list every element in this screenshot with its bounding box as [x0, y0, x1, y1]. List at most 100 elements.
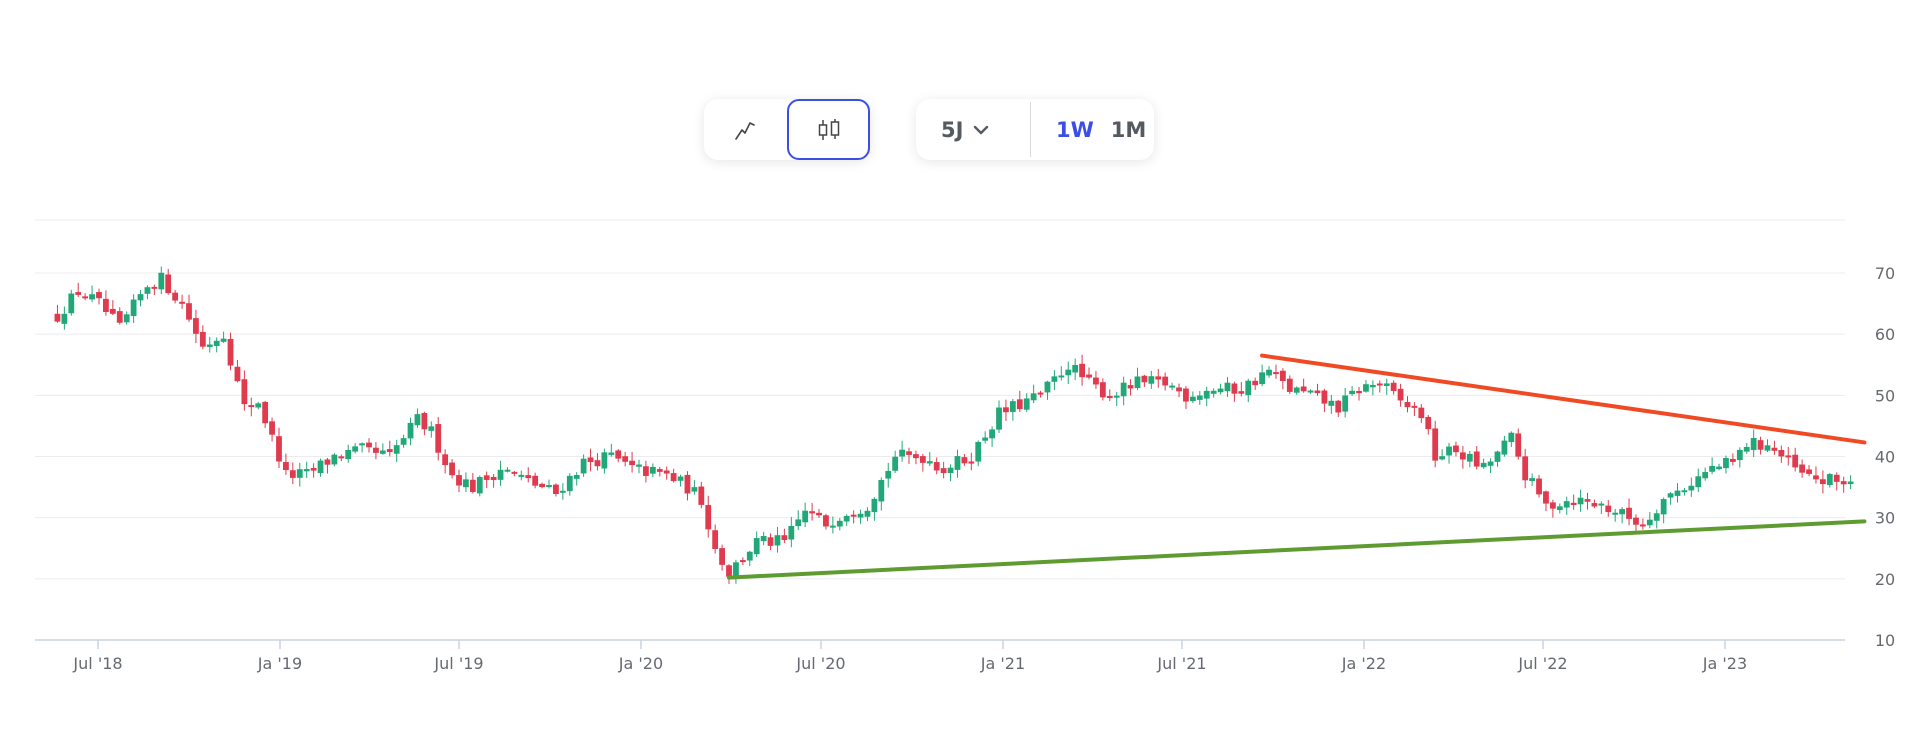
candle: [1688, 477, 1695, 497]
candle: [310, 463, 317, 478]
y-tick-label: 10: [1875, 631, 1895, 650]
candle: [1736, 447, 1743, 468]
candle: [1148, 370, 1155, 389]
candle: [1252, 377, 1259, 391]
candle: [338, 454, 345, 462]
candle: [255, 401, 262, 410]
candle: [1446, 442, 1452, 464]
range-dropdown[interactable]: 5J: [916, 99, 1004, 160]
candle: [816, 508, 822, 518]
candle: [1729, 453, 1736, 466]
candle: [1037, 390, 1044, 398]
x-tick-label: Ja '23: [1702, 654, 1747, 673]
candle: [1009, 398, 1016, 421]
candle: [1702, 467, 1709, 481]
candle: [1321, 388, 1328, 413]
candle: [144, 285, 151, 300]
candle: [663, 466, 670, 480]
candle: [1646, 511, 1653, 529]
candle: [795, 510, 802, 530]
candle: [1529, 473, 1536, 487]
candle: [1335, 399, 1342, 418]
candle: [1584, 492, 1591, 510]
candle: [767, 533, 774, 551]
candle: [324, 458, 331, 474]
candle: [601, 448, 608, 474]
candle: [643, 460, 649, 483]
candle: [1411, 402, 1418, 416]
candle: [331, 453, 338, 467]
candle: [241, 370, 248, 411]
candle: [919, 453, 926, 472]
candle: [1266, 366, 1272, 378]
candle: [109, 300, 116, 316]
candle: [1176, 383, 1182, 398]
candle: [546, 479, 552, 489]
candle: [656, 466, 663, 477]
candle: [483, 471, 490, 489]
candle: [172, 289, 179, 304]
candle: [476, 475, 483, 497]
x-tick-label: Jul '21: [1156, 654, 1206, 673]
candle: [566, 473, 573, 496]
candle: [726, 564, 732, 584]
candle: [1543, 490, 1549, 512]
candle: [1785, 446, 1792, 466]
candle: [386, 440, 393, 457]
candle: [1418, 404, 1425, 423]
line-chart-button[interactable]: [704, 99, 787, 160]
candle: [1612, 508, 1619, 522]
candle: [1113, 391, 1120, 407]
candle: [193, 309, 199, 344]
candle: [857, 509, 864, 524]
candle: [1016, 390, 1023, 413]
x-tick-label: Ja '20: [618, 654, 663, 673]
candle: [823, 513, 829, 530]
candle: [1245, 378, 1252, 403]
candle: [1674, 483, 1681, 503]
candle: [1106, 389, 1113, 402]
candle: [504, 467, 511, 473]
candle: [165, 268, 172, 295]
candle: [829, 516, 836, 534]
candle: [1522, 448, 1529, 489]
candle: [151, 284, 158, 296]
candle: [1072, 358, 1079, 381]
candle: [1162, 372, 1169, 391]
candle: [1141, 374, 1148, 387]
candle: [615, 449, 622, 463]
candlestick-chart-button[interactable]: [787, 99, 870, 160]
candle: [1549, 499, 1556, 518]
candle: [1778, 445, 1785, 463]
candle: [456, 469, 462, 493]
candle: [449, 458, 455, 479]
candle: [947, 464, 954, 482]
candle: [1224, 376, 1231, 397]
candle: [497, 460, 504, 486]
candle: [435, 417, 442, 461]
line-chart-icon: [734, 121, 755, 140]
candle: [982, 431, 989, 444]
candle: [1639, 518, 1646, 530]
candle: [213, 337, 220, 353]
candle: [234, 359, 241, 383]
candle: [636, 459, 642, 474]
candle: [359, 442, 365, 453]
candle: [1487, 458, 1494, 474]
candle: [1307, 389, 1314, 394]
candle: [1750, 429, 1757, 458]
candle: [1210, 388, 1217, 398]
candle: [677, 474, 684, 487]
interval-1m-button[interactable]: 1M: [1110, 117, 1147, 142]
candle: [843, 514, 850, 526]
candle: [608, 443, 615, 457]
y-tick-label: 30: [1875, 509, 1895, 528]
candle: [1044, 380, 1051, 400]
candle: [1799, 459, 1806, 478]
interval-1w-button[interactable]: 1W: [1056, 117, 1094, 142]
candle: [1480, 458, 1487, 469]
candle: [1404, 396, 1411, 413]
candle: [421, 411, 428, 436]
candle: [518, 470, 525, 481]
